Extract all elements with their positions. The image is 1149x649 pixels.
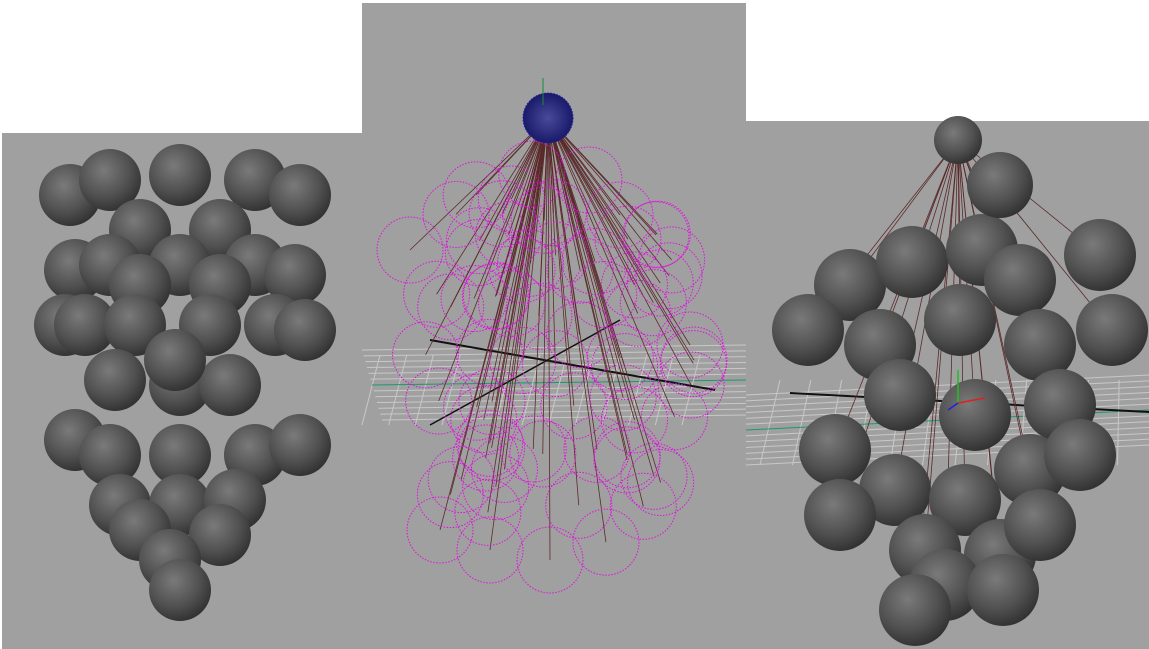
sphere xyxy=(864,359,936,431)
sphere xyxy=(984,244,1056,316)
sphere xyxy=(924,284,996,356)
sphere xyxy=(149,144,211,206)
sphere xyxy=(934,116,982,164)
control-sphere xyxy=(523,93,573,143)
sphere xyxy=(274,299,336,361)
sphere xyxy=(144,329,206,391)
sphere xyxy=(879,574,951,646)
sphere xyxy=(1064,219,1136,291)
sphere xyxy=(84,349,146,411)
sphere xyxy=(1044,419,1116,491)
viewport-screenshot xyxy=(0,0,1149,649)
sphere xyxy=(799,414,871,486)
sphere xyxy=(772,294,844,366)
sphere xyxy=(199,354,261,416)
sphere xyxy=(1076,294,1148,366)
sphere xyxy=(269,164,331,226)
sphere xyxy=(269,414,331,476)
sphere xyxy=(939,379,1011,451)
sphere xyxy=(1004,489,1076,561)
sphere xyxy=(876,226,948,298)
sphere xyxy=(967,152,1033,218)
sphere xyxy=(149,559,211,621)
sphere xyxy=(967,554,1039,626)
sphere xyxy=(804,479,876,551)
